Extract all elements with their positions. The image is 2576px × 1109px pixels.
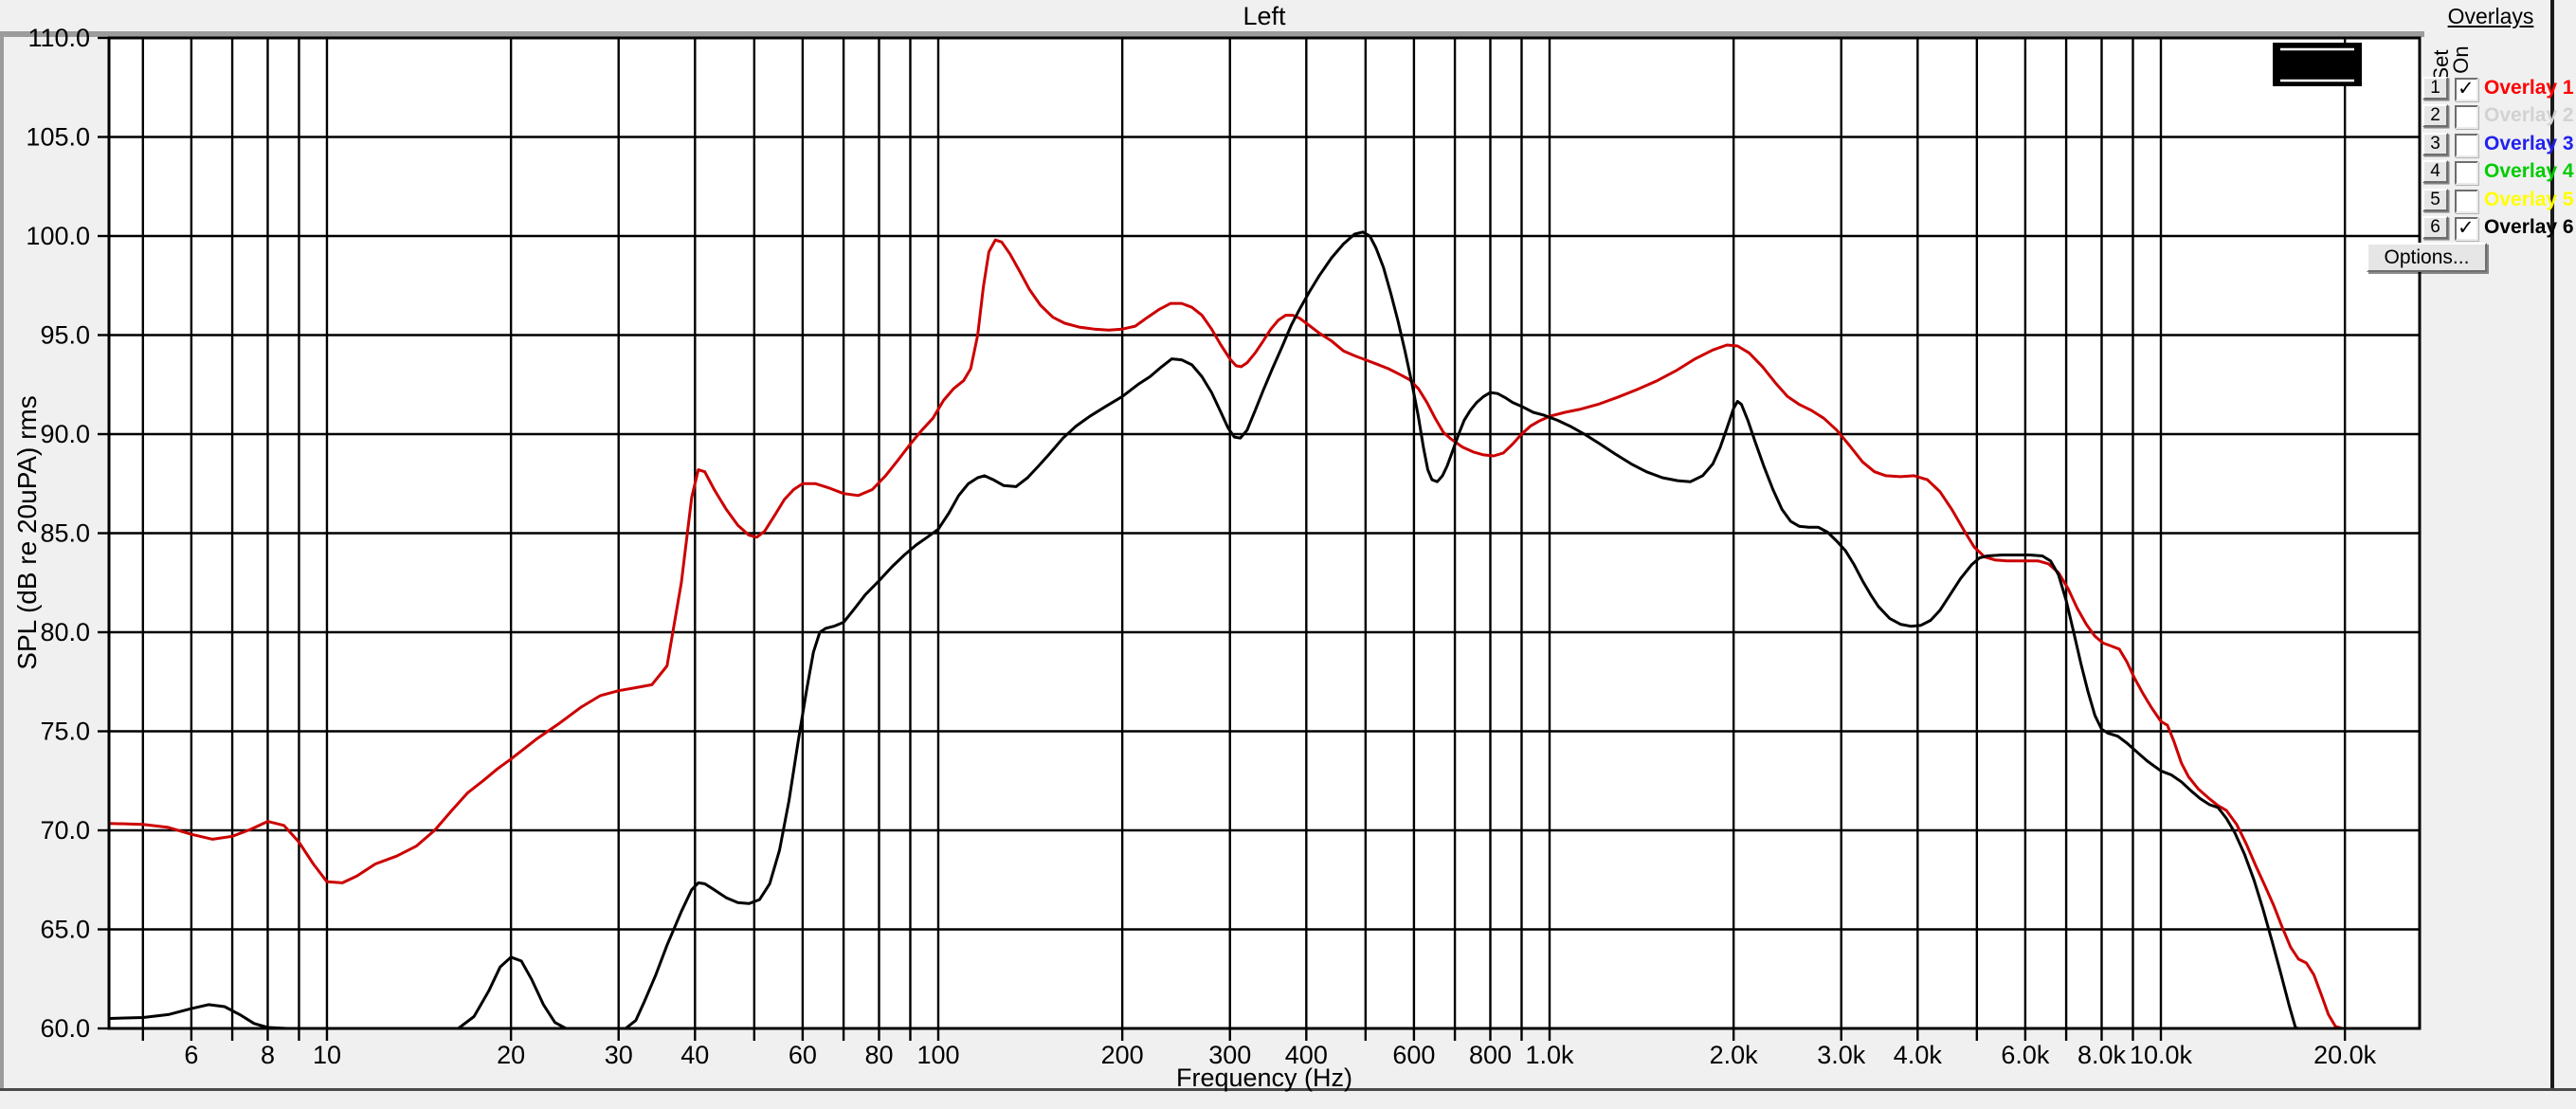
overlay-5-label: Overlay 5 (2484, 189, 2574, 210)
y-tick-label: 95.0 (40, 321, 90, 350)
overlay-row-5: 5 Overlay 5 (2415, 189, 2576, 213)
y-tick-label: 105.0 (26, 123, 90, 152)
x-tick-label: 30 (605, 1041, 633, 1069)
y-tick-label: 75.0 (40, 718, 90, 746)
x-tick-label: 8.0k (2077, 1041, 2127, 1069)
x-tick-label: 300 (1208, 1041, 1251, 1069)
overlay-2-checkbox[interactable] (2455, 105, 2478, 129)
overlay-6-checkbox[interactable] (2455, 216, 2478, 241)
x-tick-label: 20 (497, 1041, 525, 1069)
x-tick-label: 80 (864, 1041, 893, 1069)
chart-title: Left (1243, 2, 1286, 30)
overlay-6-label: Overlay 6 (2484, 216, 2574, 238)
y-tick-label: 100.0 (26, 222, 90, 250)
overlay-2-label: Overlay 2 (2484, 104, 2574, 126)
x-tick-label: 800 (1469, 1041, 1512, 1069)
overlay-5-checkbox[interactable] (2455, 190, 2478, 213)
overlay-3-checkbox[interactable] (2455, 134, 2478, 157)
y-tick-label: 85.0 (40, 519, 90, 548)
x-tick-label: 60 (789, 1041, 817, 1069)
x-tick-label: 6 (184, 1041, 198, 1069)
y-tick-label: 60.0 (40, 1014, 90, 1043)
overlay-row-4: 4 Overlay 4 (2415, 160, 2576, 185)
x-tick-label: 1.0k (1525, 1041, 1574, 1069)
x-tick-label: 10 (313, 1041, 341, 1069)
y-tick-label: 65.0 (40, 916, 90, 944)
overlay-2-set-button[interactable]: 2 (2422, 104, 2448, 127)
x-tick-label: 6.0k (2001, 1041, 2050, 1069)
x-tick-label: 20.0k (2313, 1041, 2377, 1069)
x-tick-label: 2.0k (1710, 1041, 1759, 1069)
overlay-1-set-button[interactable]: 1 (2422, 77, 2448, 100)
x-tick-label: 400 (1285, 1041, 1328, 1069)
curve-overlay-1 (109, 238, 2353, 1028)
overlays-panel: Overlays Set On 1 Overlay 1 2 Overlay 2 … (2415, 0, 2576, 303)
x-tick-label: 8 (261, 1041, 275, 1069)
overlay-1-checkbox[interactable] (2455, 77, 2478, 101)
overlay-5-set-button[interactable]: 5 (2422, 189, 2448, 211)
overlay-row-3: 3 Overlay 3 (2415, 133, 2576, 157)
overlay-row-2: 2 Overlay 2 (2415, 104, 2576, 129)
overlay-4-label: Overlay 4 (2484, 160, 2574, 182)
overlay-1-label: Overlay 1 (2484, 77, 2574, 99)
curve-overlay-6 (109, 230, 2300, 1028)
x-tick-label: 10.0k (2130, 1041, 2193, 1069)
y-tick-label: 80.0 (40, 618, 90, 646)
y-tick-label: 70.0 (40, 816, 90, 845)
overlay-4-set-button[interactable]: 4 (2422, 160, 2448, 183)
overlays-title[interactable]: Overlays (2447, 4, 2534, 28)
y-axis-title: SPL (dB re 20uPA) rms (12, 395, 42, 669)
overlay-row-1: 1 Overlay 1 (2415, 77, 2576, 101)
panel-top-edge (0, 31, 2424, 37)
options-button[interactable]: Options... (2367, 243, 2487, 272)
x-axis-title: Frequency (Hz) (1176, 1064, 1352, 1092)
x-tick-label: 100 (916, 1041, 959, 1069)
phs-logo-text: PHS (2284, 48, 2350, 82)
y-tick-label: 110.0 (27, 24, 90, 52)
overlay-4-checkbox[interactable] (2455, 161, 2478, 185)
overlay-6-set-button[interactable]: 6 (2422, 216, 2448, 239)
overlay-3-label: Overlay 3 (2484, 133, 2574, 155)
bottom-divider (0, 1088, 2576, 1091)
x-tick-label: 40 (680, 1041, 709, 1069)
overlay-row-6: 6 Overlay 6 (2415, 216, 2576, 241)
y-tick-label: 90.0 (40, 420, 90, 448)
overlay-3-set-button[interactable]: 3 (2422, 133, 2448, 155)
x-tick-label: 3.0k (1817, 1041, 1866, 1069)
x-tick-label: 200 (1101, 1041, 1144, 1069)
x-tick-label: 4.0k (1894, 1041, 1943, 1069)
x-tick-label: 600 (1392, 1041, 1435, 1069)
window-right-edge (2550, 0, 2554, 1088)
